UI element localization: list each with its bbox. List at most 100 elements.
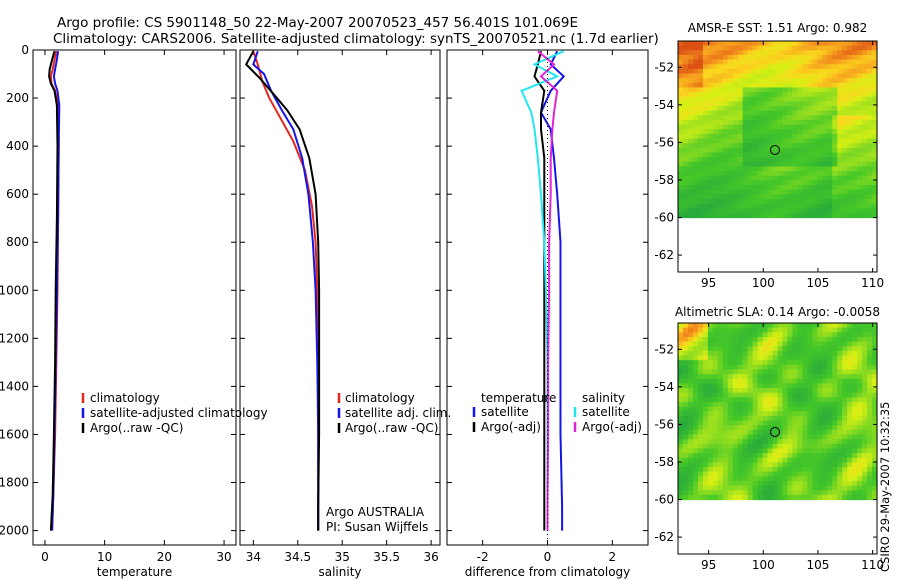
sst-cell	[797, 161, 803, 168]
sst-cell	[797, 171, 803, 177]
sla-cell	[732, 439, 739, 445]
sst-cell	[777, 92, 784, 98]
temp-series-2	[48, 50, 59, 531]
sst-cell	[717, 59, 724, 65]
sla-cell	[757, 388, 764, 394]
sla-cell	[837, 448, 843, 454]
sla-cell	[862, 327, 868, 333]
sst-cell	[862, 110, 868, 116]
sst-cell	[757, 92, 764, 98]
sst-cell	[782, 96, 789, 102]
sst-cell	[757, 119, 764, 126]
sst-cell	[842, 110, 848, 116]
sst-cell	[827, 78, 833, 84]
sst-cell	[797, 189, 803, 195]
sla-cell	[782, 383, 789, 389]
sla-cell	[787, 420, 794, 426]
sst-cell	[682, 189, 689, 195]
sst-cell	[862, 133, 868, 140]
sla-cell	[678, 411, 684, 417]
sst-cell	[717, 166, 724, 172]
sst-cell	[772, 68, 779, 75]
sst-cell	[767, 110, 774, 116]
sla-cell	[762, 323, 769, 329]
sst-cell	[732, 87, 739, 93]
sla-cell	[842, 467, 848, 473]
sla-cell	[762, 364, 769, 371]
sla-cell	[842, 457, 848, 463]
sla-cell	[687, 411, 694, 417]
sla-cell	[857, 476, 863, 482]
sst-cell	[712, 175, 719, 181]
sla-cell	[678, 364, 684, 371]
sla-cell	[872, 420, 878, 426]
sla-cell	[867, 443, 873, 450]
sst-cell	[832, 92, 838, 98]
sst-cell	[792, 78, 798, 84]
sla-cell	[732, 323, 739, 329]
sla-cell	[727, 434, 734, 440]
sla-cell	[702, 480, 709, 487]
sst-cell	[742, 106, 749, 112]
sla-cell	[702, 383, 709, 389]
sst-cell	[707, 166, 714, 172]
sst-cell	[742, 185, 749, 191]
sla-cell	[817, 346, 823, 352]
sst-cell	[787, 87, 794, 93]
sst-cell	[697, 82, 704, 89]
sla-cell	[862, 429, 868, 436]
sla-cell	[862, 453, 868, 459]
sst-cell	[737, 124, 744, 130]
sst-cell	[822, 101, 828, 107]
sla-cell	[827, 350, 833, 357]
sla-cell	[827, 434, 833, 440]
sst-cell	[762, 119, 769, 126]
sst-cell	[792, 185, 798, 191]
sst-cell	[678, 138, 684, 144]
sla-cell	[777, 383, 784, 389]
sla-cell	[742, 369, 749, 375]
sla-cell	[697, 443, 704, 450]
sla-cell	[847, 476, 853, 482]
sst-cell	[827, 129, 833, 135]
sla-cell	[812, 480, 818, 487]
sst-cell	[777, 203, 784, 209]
sla-cell	[807, 383, 813, 389]
sst-cell	[722, 166, 729, 172]
sla-cell	[678, 401, 684, 408]
sst-cell	[802, 185, 808, 191]
sst-cell	[837, 147, 843, 154]
sst-cell	[787, 68, 794, 75]
sla-cell	[752, 420, 759, 426]
sla-cell	[737, 406, 744, 412]
sst-cell	[812, 157, 818, 163]
sst-cell	[702, 194, 709, 200]
sla-cell	[767, 374, 774, 380]
sst-cell	[722, 41, 729, 47]
sla-cell	[862, 401, 868, 408]
sla-cell	[847, 453, 853, 459]
sst-cell	[792, 143, 798, 149]
sla-cell	[727, 392, 734, 398]
sst-cell	[707, 175, 714, 181]
sla-cell	[692, 448, 699, 454]
sst-cell	[678, 106, 684, 112]
sla-cell	[782, 323, 789, 329]
sla-cell	[732, 420, 739, 426]
sst-cell	[772, 147, 779, 154]
sla-cell	[867, 439, 873, 445]
sla-cell	[752, 462, 759, 468]
sla-cell	[872, 332, 878, 338]
sla-cell	[807, 443, 813, 450]
sla-cell	[782, 392, 789, 398]
sla-cell	[827, 490, 833, 496]
sst-cell	[807, 152, 813, 158]
sst-cell	[862, 73, 868, 79]
header-line1: Argo profile: CS 5901148_50 22-May-2007 …	[57, 15, 578, 31]
sst-cell	[722, 133, 729, 140]
sst-cell	[842, 143, 848, 149]
sst-cell	[707, 106, 714, 112]
sla-cell	[812, 457, 818, 463]
sla-cell	[682, 383, 689, 389]
sla-cell	[752, 360, 759, 366]
